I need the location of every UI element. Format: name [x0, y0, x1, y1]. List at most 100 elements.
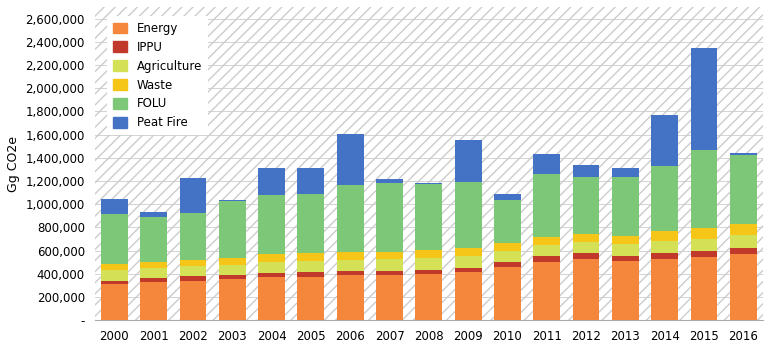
- Bar: [297, 194, 324, 253]
- Bar: [651, 241, 678, 253]
- Bar: [336, 185, 363, 252]
- Bar: [416, 274, 442, 320]
- Bar: [219, 258, 246, 265]
- Bar: [573, 242, 600, 253]
- Bar: [691, 239, 718, 251]
- Bar: [651, 115, 678, 166]
- Bar: [336, 252, 363, 260]
- Bar: [534, 262, 560, 320]
- Bar: [455, 248, 481, 256]
- Bar: [494, 262, 521, 267]
- Bar: [455, 140, 481, 182]
- Bar: [219, 201, 246, 258]
- Bar: [297, 277, 324, 320]
- Bar: [691, 257, 718, 320]
- Bar: [336, 260, 363, 271]
- Bar: [651, 259, 678, 320]
- Bar: [730, 248, 757, 254]
- Bar: [140, 212, 167, 217]
- Bar: [416, 258, 442, 270]
- Bar: [297, 272, 324, 277]
- Bar: [140, 278, 167, 282]
- Bar: [179, 178, 206, 212]
- Bar: [494, 194, 521, 199]
- Bar: [612, 168, 639, 177]
- Bar: [101, 199, 128, 214]
- Bar: [336, 271, 363, 275]
- Bar: [101, 264, 128, 270]
- Bar: [297, 253, 324, 261]
- Bar: [258, 273, 285, 278]
- Bar: [140, 268, 167, 278]
- Bar: [140, 261, 167, 268]
- Bar: [573, 259, 600, 320]
- Bar: [297, 261, 324, 272]
- Bar: [416, 184, 442, 250]
- Bar: [258, 254, 285, 262]
- Bar: [494, 243, 521, 251]
- Bar: [612, 177, 639, 236]
- Bar: [376, 183, 403, 252]
- Bar: [258, 278, 285, 320]
- Bar: [140, 282, 167, 320]
- Bar: [416, 250, 442, 258]
- Bar: [455, 272, 481, 320]
- Bar: [258, 262, 285, 273]
- Bar: [101, 270, 128, 281]
- Bar: [534, 237, 560, 245]
- Bar: [612, 236, 639, 244]
- Bar: [219, 265, 246, 275]
- Bar: [573, 253, 600, 259]
- Bar: [219, 275, 246, 279]
- Bar: [336, 275, 363, 320]
- Bar: [730, 254, 757, 320]
- Bar: [730, 155, 757, 224]
- Bar: [534, 154, 560, 174]
- Bar: [455, 182, 481, 248]
- Bar: [730, 224, 757, 235]
- Bar: [494, 251, 521, 262]
- Bar: [258, 168, 285, 195]
- Bar: [573, 234, 600, 242]
- Bar: [651, 166, 678, 231]
- Bar: [140, 217, 167, 261]
- Bar: [179, 276, 206, 281]
- Bar: [691, 251, 718, 257]
- Bar: [494, 199, 521, 243]
- Bar: [612, 256, 639, 261]
- Bar: [534, 256, 560, 262]
- Bar: [612, 244, 639, 256]
- Bar: [336, 134, 363, 185]
- Bar: [258, 195, 285, 254]
- Bar: [297, 168, 324, 194]
- Bar: [494, 267, 521, 320]
- Bar: [376, 259, 403, 271]
- Bar: [376, 271, 403, 275]
- Bar: [730, 235, 757, 248]
- Y-axis label: Gg CO2e: Gg CO2e: [7, 136, 20, 192]
- Legend: Energy, IPPU, Agriculture, Waste, FOLU, Peat Fire: Energy, IPPU, Agriculture, Waste, FOLU, …: [107, 16, 208, 135]
- Bar: [179, 266, 206, 277]
- Bar: [534, 174, 560, 237]
- Bar: [691, 228, 718, 239]
- Bar: [219, 279, 246, 320]
- Bar: [179, 260, 206, 266]
- Bar: [691, 150, 718, 228]
- Bar: [573, 177, 600, 234]
- Bar: [416, 183, 442, 184]
- Bar: [691, 48, 718, 150]
- Bar: [612, 261, 639, 320]
- Bar: [651, 253, 678, 259]
- Bar: [101, 284, 128, 320]
- Bar: [179, 212, 206, 260]
- Bar: [455, 256, 481, 268]
- Bar: [534, 245, 560, 256]
- Bar: [730, 153, 757, 155]
- Bar: [101, 281, 128, 284]
- Bar: [376, 252, 403, 259]
- Bar: [179, 281, 206, 320]
- Bar: [416, 270, 442, 274]
- Bar: [101, 214, 128, 264]
- Bar: [573, 165, 600, 177]
- Bar: [455, 268, 481, 272]
